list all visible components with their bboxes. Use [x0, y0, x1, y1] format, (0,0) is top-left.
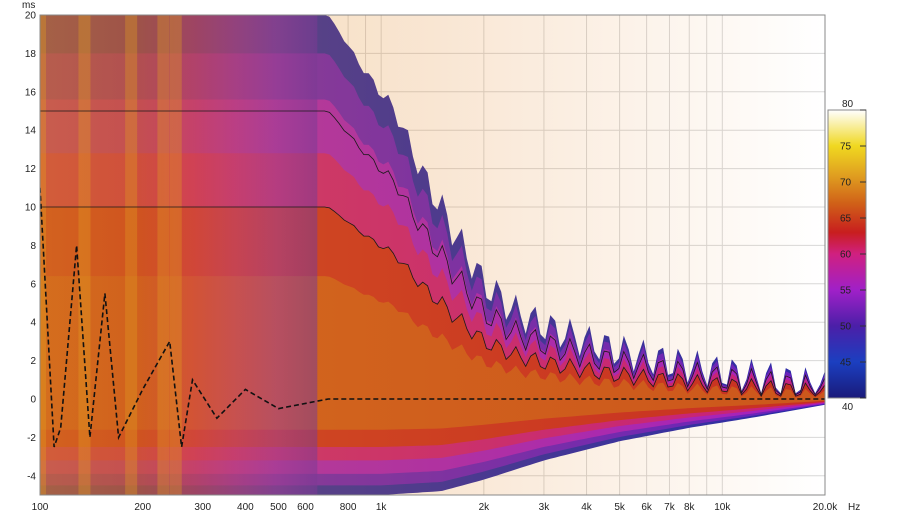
y-tick-label: 12 [25, 164, 37, 175]
x-tick-label: 3k [539, 502, 551, 513]
x-tick-label: 100 [32, 502, 49, 513]
x-tick-label: 1k [376, 502, 388, 513]
x-tick-label: 500 [270, 502, 287, 513]
y-tick-label: 16 [25, 87, 37, 98]
colorbar-tick-label: 50 [840, 322, 852, 333]
x-tick-label: 2k [479, 502, 491, 513]
plot-frame [39, 14, 826, 496]
x-axis-ticks: 100 200 300 400 500 600 800 1k 2k 3k 4k 5k 6k 7k 8k 10k… [32, 502, 839, 513]
x-axis-label: Hz [848, 502, 860, 513]
colorbar-tick-label: 65 [840, 214, 852, 225]
colorbar-tick-label: 55 [840, 286, 852, 297]
x-tick-label: 300 [194, 502, 211, 513]
colorbar: 40 45 50 55 60 65 70 75 80 [827, 99, 867, 413]
contour-line [40, 206, 825, 397]
x-tick-label: 10k [714, 502, 731, 513]
y-tick-label: -2 [27, 433, 36, 444]
y-tick-label: 20 [25, 11, 37, 22]
x-tick-label: 8k [684, 502, 696, 513]
x-tick-label: 20.0k [813, 502, 838, 513]
y-tick-label: 10 [25, 203, 37, 214]
colorbar-strip [827, 109, 867, 399]
colorbar-tick-label: 45 [840, 358, 852, 369]
x-tick-label: 7k [664, 502, 676, 513]
y-tick-label: 14 [25, 126, 37, 137]
colorbar-tick-label: 75 [840, 142, 852, 153]
y-tick-label: 4 [30, 318, 36, 329]
x-tick-label: 600 [297, 502, 314, 513]
y-axis-ticks: -4 -2 0 2 4 6 8 10 12 14 16 18 20 [25, 11, 37, 483]
peak-ridge-line [40, 187, 825, 448]
contour-lines [40, 110, 825, 448]
y-tick-label: 6 [30, 279, 36, 290]
colorbar-tick-label: 70 [840, 178, 852, 189]
x-tick-label: 4k [581, 502, 593, 513]
y-tick-label: 2 [30, 356, 36, 367]
x-tick-label: 800 [340, 502, 357, 513]
y-tick-label: 0 [30, 395, 36, 406]
y-tick-label: 8 [30, 241, 36, 252]
y-tick-label: -4 [27, 471, 36, 482]
plot-border [39, 14, 826, 496]
x-tick-label: 400 [237, 502, 254, 513]
colorbar-tick-label: 80 [842, 99, 854, 110]
y-axis-label: ms [22, 0, 35, 11]
spectrogram-surface [40, 15, 825, 495]
x-tick-label: 6k [641, 502, 653, 513]
x-tick-label: 200 [134, 502, 151, 513]
contour-line [40, 110, 825, 396]
surface-sheen [40, 15, 825, 495]
colorbar-tick-label: 60 [840, 250, 852, 261]
x-tick-label: 5k [614, 502, 626, 513]
y-tick-label: 18 [25, 49, 37, 60]
colorbar-tick-label: 40 [842, 402, 854, 413]
